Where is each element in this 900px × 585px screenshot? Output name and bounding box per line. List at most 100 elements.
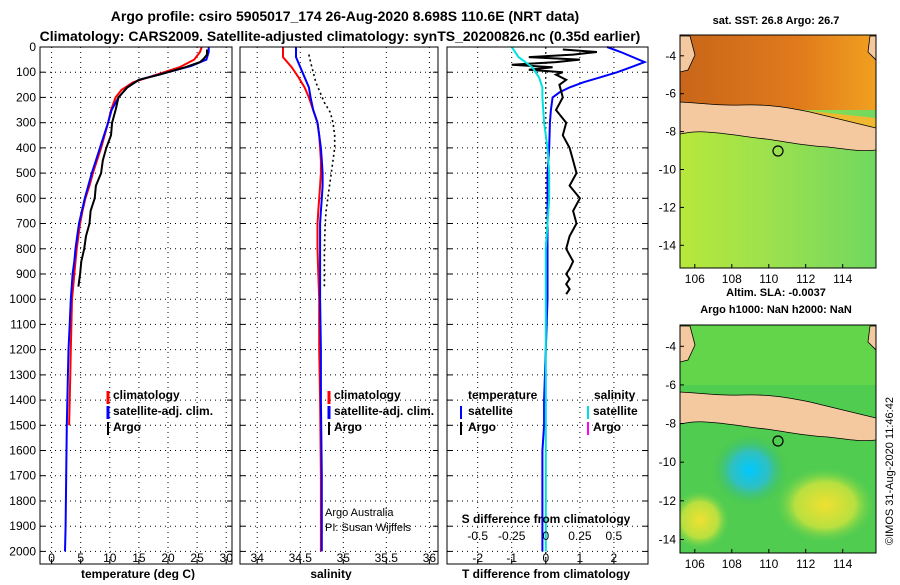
map-x-tick-label: 108 — [722, 272, 742, 286]
map-y-tick-label: -6 — [665, 87, 676, 101]
difference-panel: -2 -1 0 1 2 -0.5 -0.25 0 0.25 0.5 — [446, 46, 649, 565]
x-tick-label: -2 — [472, 551, 483, 565]
x-tick-label: 25 — [190, 551, 204, 565]
legend-s-satellite-label: satellite — [593, 404, 638, 418]
series-line-satellite-adj-clim- — [64, 47, 210, 552]
y-tick-label: 1700 — [9, 469, 36, 483]
x-tick-label: 1 — [577, 551, 584, 565]
map-y-tick-label: -8 — [665, 417, 676, 431]
map-y-tick-label: -12 — [659, 200, 677, 214]
top-x-tick-label: -0.5 — [467, 529, 488, 543]
legend-climatology-label: climatology — [334, 388, 401, 402]
figure-title-line1: Argo profile: csiro 5905017_174 26-Aug-2… — [111, 8, 579, 24]
x-tick-label: -1 — [506, 551, 517, 565]
top-x-tick-label: 0.5 — [606, 529, 623, 543]
map-x-tick-label: 114 — [833, 557, 852, 571]
x-tick-label: 10 — [103, 551, 117, 565]
map-y-tick-label: -12 — [659, 494, 677, 508]
legend-climatology-label: climatology — [113, 388, 180, 402]
salinity-panel: 34 34.5 35 35.5 36 — [239, 46, 439, 565]
y-tick-label: 0 — [29, 40, 36, 54]
legend-t-satellite-label: satellite — [468, 404, 513, 418]
credit-pi: PI: Susan Wijffels — [325, 522, 411, 534]
series-line-temperature-argo — [511, 48, 598, 295]
salinity-xlabel: salinity — [310, 567, 352, 580]
x-tick-label: 36 — [423, 551, 437, 565]
y-tick-label: 2000 — [9, 544, 36, 558]
x-tick-label: 0 — [48, 551, 55, 565]
legend-salinity-heading: salinity — [594, 388, 636, 402]
series-line-temperature-satellite — [541, 46, 648, 552]
map-x-tick-label: 114 — [833, 272, 852, 286]
map-y-tick-label: -6 — [665, 378, 676, 392]
map-x-tick-label: 110 — [759, 272, 778, 286]
map-y-tick-label: -10 — [659, 455, 677, 469]
salinity-legend: climatology satellite-adj. clim. Argo Ar… — [325, 388, 434, 534]
panel-frame — [239, 46, 439, 565]
top-x-tick-label: 0 — [542, 529, 549, 543]
map-x-tick-label: 110 — [759, 557, 778, 571]
difference-top-label: S difference from climatology — [462, 512, 631, 526]
difference-legend: temperature salinity satellite Argo sate… — [460, 388, 638, 435]
series-line-argo — [308, 54, 336, 287]
map-x-tick-label: 112 — [796, 557, 815, 571]
panel-frame — [446, 46, 649, 565]
legend-satellite-label: satellite-adj. clim. — [334, 404, 434, 418]
y-tick-label: 800 — [16, 242, 36, 256]
y-tick-label: 1300 — [9, 368, 36, 382]
y-tick-label: 400 — [16, 141, 36, 155]
y-tick-label: 1500 — [9, 418, 36, 432]
map-x-tick-label: 112 — [796, 272, 815, 286]
series-line-argo — [77, 49, 208, 287]
map-x-tick-label: 108 — [722, 557, 742, 571]
sst-map-title: sat. SST: 26.8 Argo: 26.7 — [713, 15, 840, 27]
sla-map-title-line2: Argo h1000: NaN h2000: NaN — [700, 304, 852, 316]
map-y-tick-label: -4 — [665, 49, 676, 63]
map-y-tick-label: -14 — [659, 533, 677, 547]
y-tick-label: 1900 — [9, 519, 36, 533]
x-tick-label: 2 — [611, 551, 618, 565]
temperature-panel: 0 5 10 15 20 25 300100200300400500600700800900… — [9, 40, 233, 565]
legend-t-argo-label: Argo — [468, 420, 496, 434]
legend-s-argo-label: Argo — [593, 420, 621, 434]
y-tick-label: 500 — [16, 166, 36, 180]
y-tick-label: 100 — [16, 65, 36, 79]
temperature-xlabel: temperature (deg C) — [81, 567, 195, 580]
y-tick-label: 1000 — [9, 292, 36, 306]
x-tick-label: 0 — [542, 551, 549, 565]
temperature-legend: climatology satellite-adj. clim. Argo — [106, 388, 213, 435]
map-y-tick-label: -14 — [659, 238, 677, 252]
figure-title-line2: Climatology: CARS2009. Satellite-adjuste… — [40, 28, 641, 44]
series-line-climatology — [282, 47, 322, 552]
difference-xlabel: T difference from climatology — [462, 567, 630, 580]
y-tick-label: 900 — [16, 267, 36, 281]
x-tick-label: 34 — [251, 551, 265, 565]
y-tick-label: 1800 — [9, 494, 36, 508]
map-axis-ticks: 106 108 110 112 114 -4 -6 -8 -10 -12 -14 106 108 110 1… — [659, 49, 853, 571]
y-tick-label: 1200 — [9, 343, 36, 357]
map-y-tick-label: -8 — [665, 125, 676, 139]
imos-footer: ©IMOS 31-Aug-2020 11:46:42 — [884, 397, 896, 545]
legend-satellite-label: satellite-adj. clim. — [113, 404, 213, 418]
y-tick-label: 200 — [16, 90, 36, 104]
x-tick-label: 5 — [77, 551, 84, 565]
sla-map — [679, 324, 877, 554]
x-tick-label: 20 — [161, 551, 175, 565]
map-x-tick-label: 106 — [685, 272, 705, 286]
y-tick-label: 1600 — [9, 444, 36, 458]
y-tick-label: 300 — [16, 116, 36, 130]
x-tick-label: 30 — [220, 551, 234, 565]
x-tick-label: 15 — [132, 551, 146, 565]
legend-temperature-heading: temperature — [468, 388, 538, 402]
map-y-tick-label: -4 — [665, 339, 676, 353]
panel-frame — [39, 46, 233, 565]
top-x-tick-label: 0.25 — [568, 529, 592, 543]
y-tick-label: 700 — [16, 217, 36, 231]
y-tick-label: 1400 — [9, 393, 36, 407]
map-y-tick-label: -10 — [659, 163, 677, 177]
x-tick-label: 35 — [337, 551, 351, 565]
sst-map — [679, 34, 877, 269]
sla-map-title-line1: Altim. SLA: -0.0037 — [726, 287, 826, 299]
top-x-tick-label: -0.25 — [498, 529, 526, 543]
